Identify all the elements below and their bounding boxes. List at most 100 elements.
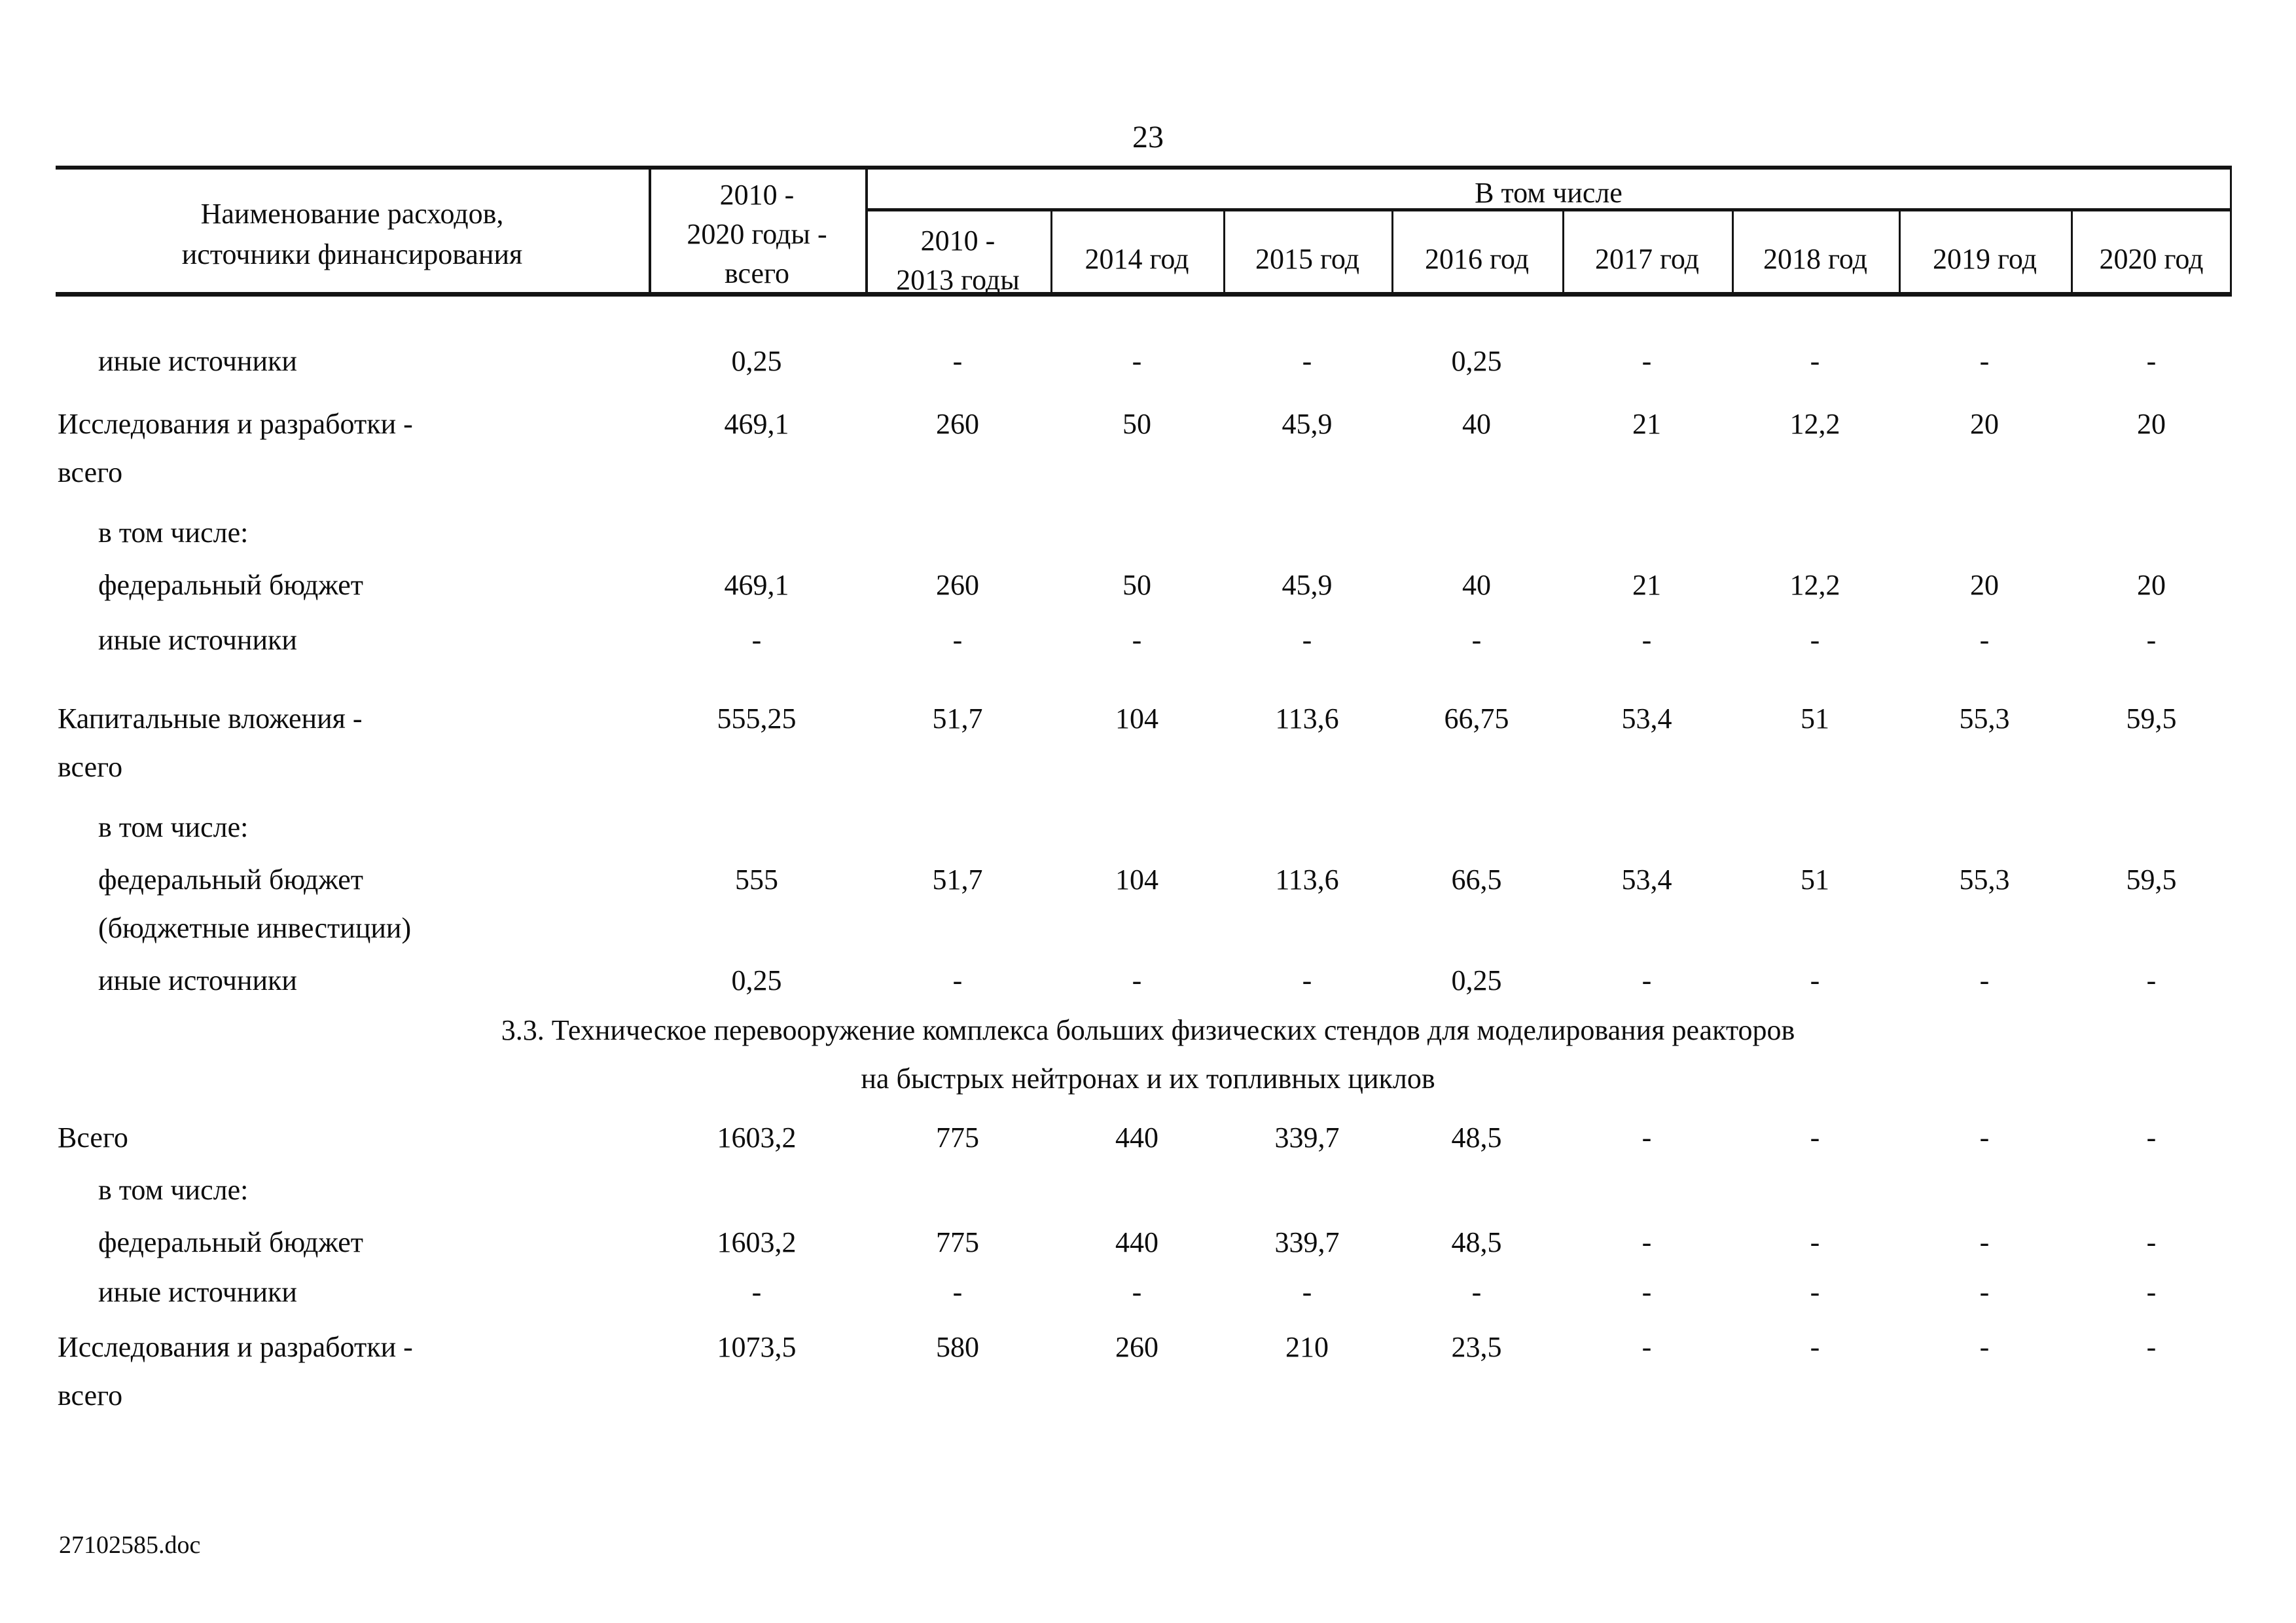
row-label-line2: всего xyxy=(58,751,123,783)
row-value: - xyxy=(1641,1331,1652,1363)
row-label: иные источники xyxy=(98,624,297,656)
row-value: 1603,2 xyxy=(717,1226,797,1258)
row-value: 50 xyxy=(1122,569,1151,601)
row-value: 40 xyxy=(1462,569,1491,601)
divider-y7 xyxy=(2071,210,2073,297)
row-value: 113,6 xyxy=(1275,864,1339,896)
divider-name-total xyxy=(649,166,651,297)
row-value: - xyxy=(1641,1122,1652,1154)
row-value: - xyxy=(1979,624,1990,656)
divider-y5 xyxy=(1732,210,1734,297)
divider-y4 xyxy=(1562,210,1564,297)
row-value: - xyxy=(2146,624,2157,656)
header-year-col: 2015 год xyxy=(1255,243,1360,275)
row-value: 260 xyxy=(1115,1331,1158,1363)
row-value: 45,9 xyxy=(1282,569,1333,601)
row-value: 0,25 xyxy=(731,964,782,996)
row-value: - xyxy=(1471,624,1482,656)
row-value: 51 xyxy=(1801,702,1829,735)
row-value: - xyxy=(1302,964,1312,996)
row-value: 51,7 xyxy=(932,864,983,896)
row-value: 21 xyxy=(1632,569,1661,601)
section-heading-line: 3.3. Техническое перевооружение комплекс… xyxy=(501,1014,1795,1046)
row-value: 12,2 xyxy=(1789,569,1840,601)
row-label: в том числе: xyxy=(98,517,249,549)
row-label-line2: всего xyxy=(58,456,123,488)
row-value: 55,3 xyxy=(1959,702,2010,735)
row-value: 23,5 xyxy=(1451,1331,1502,1363)
row-value: - xyxy=(1641,1276,1652,1308)
row-value: 0,25 xyxy=(1451,964,1502,996)
row-label: федеральный бюджет xyxy=(98,569,363,601)
row-value: - xyxy=(1132,624,1142,656)
row-value: - xyxy=(1641,1226,1652,1258)
section-heading-line: на быстрых нейтронах и их топливных цикл… xyxy=(861,1063,1435,1095)
table-header-bottom-border xyxy=(56,292,2232,297)
row-label: иные источники xyxy=(98,1276,297,1308)
row-label: в том числе: xyxy=(98,1174,249,1206)
divider-y6 xyxy=(1899,210,1901,297)
row-value: 66,5 xyxy=(1451,864,1502,896)
row-value: 113,6 xyxy=(1275,702,1339,735)
row-value: 20 xyxy=(1970,408,1999,440)
row-value: 20 xyxy=(2137,569,2166,601)
row-label: федеральный бюджет xyxy=(98,864,363,896)
row-value: - xyxy=(1810,964,1820,996)
row-value: - xyxy=(2146,964,2157,996)
row-value: - xyxy=(1979,1331,1990,1363)
row-value: 555 xyxy=(735,864,778,896)
row-value: 40 xyxy=(1462,408,1491,440)
row-value: 53,4 xyxy=(1621,864,1672,896)
row-value: 440 xyxy=(1115,1226,1158,1258)
row-value: 45,9 xyxy=(1282,408,1333,440)
row-value: - xyxy=(1132,345,1142,377)
row-value: - xyxy=(952,964,963,996)
row-value: - xyxy=(1810,345,1820,377)
row-value: - xyxy=(751,1276,762,1308)
row-label: иные источники xyxy=(98,345,297,377)
row-value: 469,1 xyxy=(724,408,789,440)
row-label-line2: (бюджетные инвестиции) xyxy=(98,912,412,944)
table-right-border xyxy=(2230,166,2232,297)
header-total-column: 2010 - 2020 годы - всего xyxy=(687,179,827,289)
row-value: - xyxy=(952,624,963,656)
row-label: федеральный бюджет xyxy=(98,1226,363,1258)
header-year-col: 2016 год xyxy=(1424,243,1530,275)
row-label: Всего xyxy=(58,1122,128,1154)
row-value: 440 xyxy=(1115,1122,1158,1154)
row-value: 469,1 xyxy=(724,569,789,601)
row-value: - xyxy=(1302,624,1312,656)
row-value: 48,5 xyxy=(1451,1122,1502,1154)
row-value: 775 xyxy=(936,1226,979,1258)
row-value: - xyxy=(2146,1122,2157,1154)
row-value: - xyxy=(1810,1122,1820,1154)
table-top-border xyxy=(56,166,2232,170)
row-value: 48,5 xyxy=(1451,1226,1502,1258)
header-year-col: 2019 год xyxy=(1932,243,2037,275)
row-value: - xyxy=(1641,345,1652,377)
header-group-label: В том числе xyxy=(1475,177,1623,209)
row-value: 51,7 xyxy=(932,702,983,735)
row-value: - xyxy=(1810,1331,1820,1363)
row-value: 1603,2 xyxy=(717,1122,797,1154)
row-value: 59,5 xyxy=(2126,864,2177,896)
row-value: - xyxy=(1979,1276,1990,1308)
row-value: - xyxy=(1132,964,1142,996)
divider-total-group xyxy=(865,166,868,297)
row-value: 0,25 xyxy=(731,345,782,377)
divider-y1 xyxy=(1050,210,1052,297)
row-value: 12,2 xyxy=(1789,408,1840,440)
row-value: 66,75 xyxy=(1444,702,1509,735)
row-value: - xyxy=(1471,1276,1482,1308)
row-value: - xyxy=(2146,1331,2157,1363)
row-value: 580 xyxy=(936,1331,979,1363)
row-value: - xyxy=(2146,1226,2157,1258)
row-value: - xyxy=(952,345,963,377)
row-value: 260 xyxy=(936,569,979,601)
row-label: Исследования и разработки - xyxy=(58,1331,413,1363)
row-value: 50 xyxy=(1122,408,1151,440)
row-label-line2: всего xyxy=(58,1379,123,1412)
divider-y3 xyxy=(1391,210,1393,297)
row-value: - xyxy=(1979,1226,1990,1258)
